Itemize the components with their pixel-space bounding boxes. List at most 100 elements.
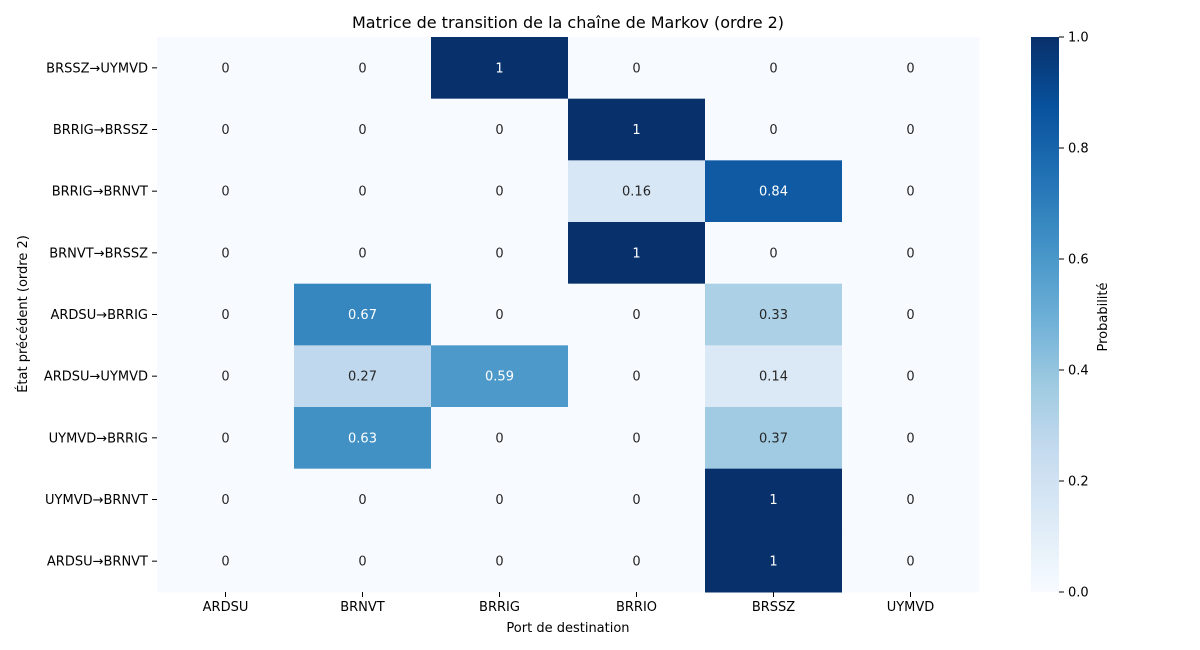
heatmap-cell	[294, 468, 432, 531]
cell-value-label: 1	[769, 555, 777, 570]
heatmap-cell	[431, 407, 569, 470]
y-tick-label: BRRIG→BRNVT	[52, 185, 148, 200]
cell-value-label: 0.67	[348, 308, 377, 323]
heatmap-cell	[157, 407, 295, 470]
heatmap-cell	[568, 283, 706, 346]
y-tick-label: BRRIG→BRSSZ	[53, 123, 148, 138]
heatmap-cell	[157, 98, 295, 161]
heatmap-cell	[294, 530, 432, 593]
chart-title: Matrice de transition de la chaîne de Ma…	[352, 13, 784, 32]
colorbar-tick-label: 0.2	[1068, 475, 1089, 490]
cell-value-label: 0	[495, 246, 503, 261]
heatmap-cell	[842, 468, 980, 531]
x-axis: ARDSU BRNVT BRRIG BRRIO BRSSZ UYMVD	[203, 592, 935, 615]
cell-value-label: 0	[632, 308, 640, 323]
heatmap-cell	[568, 530, 706, 593]
cell-value-label: 0	[906, 246, 914, 261]
colorbar-gradient	[1031, 37, 1059, 592]
cell-value-label: 0	[906, 61, 914, 76]
heatmap-cells	[157, 37, 980, 593]
heatmap-cell	[568, 468, 706, 531]
x-tick-label: ARDSU	[203, 600, 249, 615]
y-axis: BRSSZ→UYMVD BRRIG→BRSSZ BRRIG→BRNVT BRNVT→B…	[44, 61, 157, 570]
heatmap-cell	[842, 160, 980, 223]
heatmap-cell	[842, 407, 980, 470]
cell-value-label: 0	[769, 123, 777, 138]
y-axis-label: État précédent (ordre 2)	[15, 235, 31, 393]
y-tick-label: BRNVT→BRSSZ	[49, 246, 148, 261]
heatmap-cell	[842, 98, 980, 161]
heatmap-cell	[568, 160, 706, 223]
cell-value-label: 0	[358, 493, 366, 508]
cell-value-label: 0	[495, 493, 503, 508]
heatmap-cell	[157, 160, 295, 223]
cell-value-label: 0	[632, 370, 640, 385]
heatmap-cell	[568, 98, 706, 161]
cell-value-label: 0.37	[759, 431, 788, 446]
cell-value-label: 1	[495, 61, 503, 76]
cell-value-label: 0	[632, 61, 640, 76]
colorbar-tick-label: 0.0	[1068, 586, 1089, 601]
cell-value-label: 0.84	[759, 185, 788, 200]
cell-value-label: 0	[906, 308, 914, 323]
cell-value-label: 1	[769, 493, 777, 508]
heatmap-cell	[431, 222, 569, 285]
colorbar	[1031, 37, 1059, 592]
y-tick-label: BRSSZ→UYMVD	[46, 61, 148, 76]
cell-value-label: 0	[906, 123, 914, 138]
cell-value-label: 0.27	[348, 370, 377, 385]
x-axis-label: Port de destination	[506, 621, 629, 636]
cell-value-labels: 0 0 1 0 0 0 0 0 0 1 0 0 0 0 0 0.16 0.84 0 0 0 0 1 0 0 0 0.67 0 0 0.3…	[221, 61, 914, 569]
heatmap-cell	[568, 222, 706, 285]
heatmap-cell	[431, 345, 569, 408]
heatmap-cell	[842, 530, 980, 593]
colorbar-label: Probabilité	[1096, 282, 1111, 351]
colorbar-ticks: 0.0 0.2 0.4 0.6 0.8 1.0	[1059, 31, 1089, 601]
cell-value-label: 0	[632, 493, 640, 508]
cell-value-label: 0	[358, 123, 366, 138]
cell-value-label: 0	[221, 185, 229, 200]
heatmap-cell	[431, 37, 569, 100]
cell-value-label: 0	[221, 555, 229, 570]
heatmap-cell	[294, 160, 432, 223]
heatmap-cell	[294, 98, 432, 161]
cell-value-label: 0	[221, 123, 229, 138]
heatmap-cell	[705, 37, 843, 100]
heatmap-cell	[705, 222, 843, 285]
cell-value-label: 0	[906, 370, 914, 385]
heatmap-cell	[157, 468, 295, 531]
cell-value-label: 0	[221, 370, 229, 385]
cell-value-label: 0	[495, 185, 503, 200]
cell-value-label: 0	[221, 493, 229, 508]
x-tick-label: BRSSZ	[752, 600, 795, 615]
colorbar-tick-label: 0.4	[1068, 364, 1089, 379]
heatmap-cell	[568, 345, 706, 408]
cell-value-label: 1	[632, 123, 640, 138]
heatmap-cell	[842, 37, 980, 100]
cell-value-label: 0	[906, 431, 914, 446]
cell-value-label: 0	[632, 555, 640, 570]
heatmap-cell	[157, 530, 295, 593]
colorbar-tick-label: 0.6	[1068, 253, 1089, 268]
cell-value-label: 0	[906, 555, 914, 570]
heatmap-cell	[294, 345, 432, 408]
cell-value-label: 0	[221, 246, 229, 261]
cell-value-label: 0.33	[759, 308, 788, 323]
cell-value-label: 0	[906, 185, 914, 200]
cell-value-label: 0	[769, 246, 777, 261]
heatmap-cell	[157, 345, 295, 408]
cell-value-label: 0	[769, 61, 777, 76]
cell-value-label: 0	[221, 431, 229, 446]
x-tick-label: UYMVD	[887, 600, 935, 615]
y-tick-label: ARDSU→BRNVT	[47, 555, 148, 570]
heatmap-cell	[294, 283, 432, 346]
heatmap-cell	[705, 407, 843, 470]
cell-value-label: 0	[906, 493, 914, 508]
heatmap-cell	[568, 407, 706, 470]
heatmap-cell	[157, 283, 295, 346]
heatmap-cell	[157, 37, 295, 100]
cell-value-label: 0	[221, 61, 229, 76]
y-tick-label: ARDSU→BRRIG	[51, 308, 149, 323]
cell-value-label: 0	[358, 185, 366, 200]
